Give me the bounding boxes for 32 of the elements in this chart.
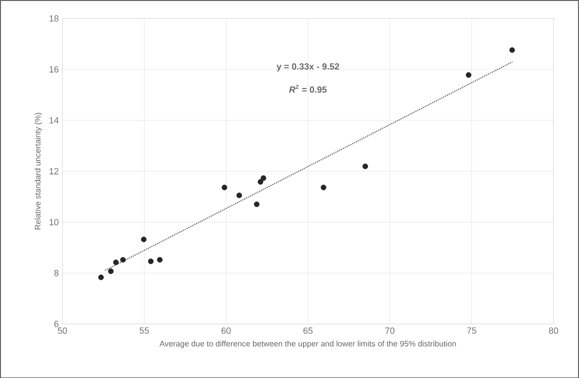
point xyxy=(260,175,266,181)
point xyxy=(466,72,472,78)
x-tick-label: 60 xyxy=(222,327,231,334)
point xyxy=(108,268,114,274)
point xyxy=(509,47,515,53)
point xyxy=(157,256,163,262)
x-tick-label: 50 xyxy=(58,327,68,334)
point xyxy=(140,236,147,242)
annotation: R$^{2}$ = 0.95 xyxy=(289,84,327,93)
x-tick-label: 65 xyxy=(303,327,313,334)
x-tick-label: 80 xyxy=(548,327,558,334)
y-tick-label: 6 xyxy=(54,320,58,327)
point xyxy=(362,163,368,169)
point xyxy=(222,184,228,190)
point xyxy=(120,256,126,262)
point xyxy=(236,192,242,198)
point xyxy=(254,201,260,207)
annotation: y = 0.33x - 9.52 xyxy=(276,63,340,72)
point xyxy=(98,274,104,280)
x-tick-label: 70 xyxy=(385,327,394,334)
y-tick-label: 16 xyxy=(50,66,58,72)
y-tick-label: 18 xyxy=(50,15,58,22)
point xyxy=(113,259,119,265)
y-tick-label: 8 xyxy=(54,270,58,276)
x-tick-label: 75 xyxy=(467,327,476,334)
point xyxy=(148,258,154,264)
point xyxy=(258,178,264,185)
y-tick-label: 10 xyxy=(50,218,59,226)
x-tick-label: 55 xyxy=(140,327,149,334)
point xyxy=(320,184,326,190)
y-tick-label: 14 xyxy=(50,117,59,124)
y-tick-label: 12 xyxy=(50,168,58,174)
